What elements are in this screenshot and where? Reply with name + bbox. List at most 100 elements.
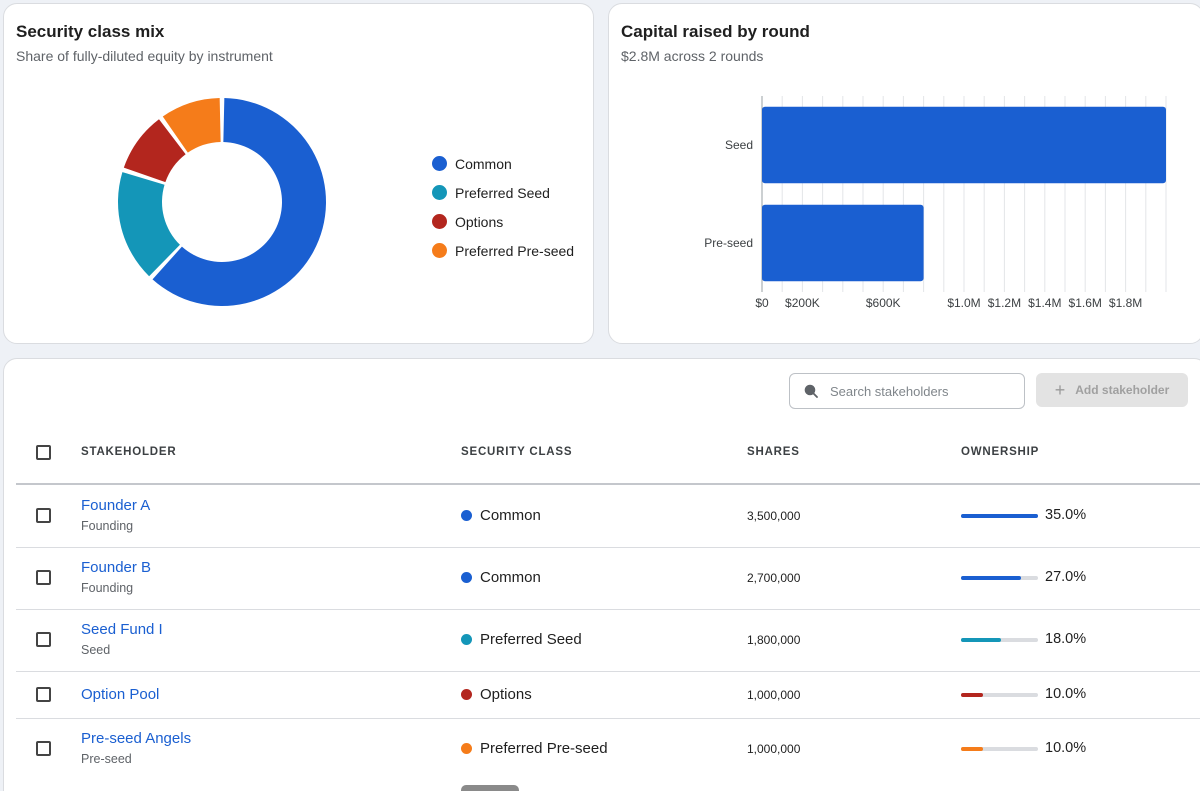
row-divider: [16, 547, 1200, 548]
stakeholder-name-link[interactable]: Founder B: [81, 559, 152, 576]
header-divider: [16, 483, 1200, 485]
row-divider: [16, 609, 1200, 610]
y-tick-label: Pre-seed: [704, 236, 753, 250]
row-checkbox[interactable]: [36, 570, 51, 585]
security-class-dot: [461, 688, 472, 700]
ownership-bar: [961, 576, 1038, 580]
stakeholder-table-card: + Add stakeholder STAKEHOLDER SECURITY C…: [3, 358, 1200, 791]
security-class-label: Preferred Seed: [480, 631, 582, 648]
stakeholder-group: Pre-seed: [81, 752, 132, 766]
security-class-label: Options: [480, 685, 532, 703]
row-checkbox[interactable]: [36, 508, 51, 523]
ownership-bar-fill: [961, 692, 984, 697]
stakeholder-name-link[interactable]: Option Pool: [81, 685, 160, 703]
security-class-cell: Preferred Pre-seed: [461, 740, 608, 757]
card-title: Capital raised by round: [621, 22, 810, 41]
legend-item: Preferred Pre-seed: [432, 236, 574, 265]
row-checkbox[interactable]: [36, 741, 51, 756]
select-all-checkbox[interactable]: [36, 445, 51, 460]
stakeholder-group: Seed: [81, 643, 111, 657]
x-tick-label: $1.6M: [1069, 296, 1102, 310]
ownership-bar: [961, 692, 1038, 697]
legend-item: Options: [432, 207, 574, 236]
legend-label: Options: [455, 213, 504, 230]
security-class-label: Common: [480, 569, 541, 586]
card-subtitle: $2.8M across 2 rounds: [621, 48, 764, 64]
row-checkbox[interactable]: [36, 686, 51, 702]
donut-slice: [162, 98, 221, 153]
horizontal-scrollbar[interactable]: [461, 785, 519, 791]
security-class-dot: [461, 572, 472, 583]
column-header-stakeholder[interactable]: STAKEHOLDER: [81, 446, 177, 458]
column-header-shares[interactable]: SHARES: [747, 446, 800, 458]
ownership-bar-fill: [961, 638, 1002, 642]
ownership-percent: 10.0%: [1045, 685, 1087, 702]
row-divider: [16, 718, 1200, 719]
legend-swatch: [432, 185, 447, 200]
stakeholder-group: Founding: [81, 519, 134, 533]
x-tick-label: $1.8M: [1109, 296, 1142, 310]
ownership-percent: 27.0%: [1045, 569, 1087, 585]
legend-label: Preferred Seed: [455, 184, 550, 201]
bar: [762, 204, 924, 282]
security-class-cell: Common: [461, 569, 541, 586]
donut-slice: [118, 172, 180, 277]
security-class-dot: [461, 634, 472, 645]
ownership-bar: [961, 638, 1038, 642]
security-class-dot: [461, 743, 472, 754]
donut-slice: [152, 98, 326, 306]
donut-slice: [123, 119, 186, 183]
security-class-label: Common: [480, 507, 541, 524]
shares-value: 3,500,000: [747, 509, 801, 523]
stakeholder-group: Founding: [81, 581, 134, 595]
donut-chart: [118, 98, 326, 306]
legend-item: Common: [432, 149, 574, 178]
x-tick-label: $200K: [785, 296, 820, 310]
ownership-bar-fill: [961, 576, 1022, 580]
search-input[interactable]: [789, 373, 1025, 409]
shares-value: 1,000,000: [747, 687, 801, 702]
shares-value: 2,700,000: [747, 571, 801, 585]
row-divider: [16, 671, 1200, 672]
shares-value: 1,000,000: [747, 742, 801, 756]
security-class-cell: Common: [461, 507, 541, 524]
legend-swatch: [432, 214, 447, 229]
shares-value: 1,800,000: [747, 633, 801, 647]
row-checkbox[interactable]: [36, 632, 51, 647]
stakeholder-name-link[interactable]: Founder A: [81, 497, 151, 514]
capital-raised-card: Capital raised by round $2.8M across 2 r…: [608, 3, 1200, 344]
x-tick-label: $0: [755, 296, 769, 310]
plus-icon: +: [1054, 379, 1066, 400]
x-tick-label: $1.0M: [947, 296, 980, 310]
ownership-percent: 10.0%: [1045, 740, 1087, 756]
ownership-bar: [961, 514, 1038, 518]
security-class-mix-card: Security class mix Share of fully-dilute…: [3, 3, 594, 344]
ownership-percent: 35.0%: [1045, 507, 1087, 523]
x-tick-label: $1.4M: [1028, 296, 1061, 310]
security-class-cell: Options: [461, 686, 532, 703]
column-header-security-class[interactable]: SECURITY CLASS: [461, 446, 573, 458]
x-tick-label: $1.2M: [988, 296, 1021, 310]
y-tick-label: Seed: [725, 138, 753, 152]
stakeholder-name-link[interactable]: Seed Fund I: [81, 621, 163, 638]
legend-label: Preferred Pre-seed: [455, 242, 575, 259]
security-class-label: Preferred Pre-seed: [480, 740, 608, 757]
ownership-bar-fill: [961, 747, 984, 751]
stakeholder-name-link[interactable]: Pre-seed Angels: [81, 730, 192, 747]
ownership-bar: [961, 747, 1038, 751]
search-field[interactable]: [830, 383, 1010, 399]
card-title: Security class mix: [16, 22, 165, 41]
bar: [762, 106, 1166, 184]
column-header-ownership[interactable]: OWNERSHIP: [961, 446, 1040, 458]
ownership-bar-fill: [961, 514, 1038, 518]
security-class-cell: Preferred Seed: [461, 631, 582, 648]
ownership-percent: 18.0%: [1045, 631, 1087, 647]
card-subtitle: Share of fully-diluted equity by instrum…: [16, 48, 273, 64]
bar-chart: Seed Pre-seed $0 $200K $600K $1.0M $1.2M $1.4M $…: [704, 96, 1167, 310]
add-stakeholder-button[interactable]: + Add stakeholder: [1036, 373, 1188, 407]
legend-item: Preferred Seed: [432, 178, 574, 207]
chart-legend: Common Preferred Seed Options Preferred Pre…: [432, 149, 574, 265]
legend-swatch: [432, 156, 447, 171]
legend-label: Common: [455, 155, 512, 172]
add-stakeholder-label: Add stakeholder: [1075, 383, 1170, 397]
